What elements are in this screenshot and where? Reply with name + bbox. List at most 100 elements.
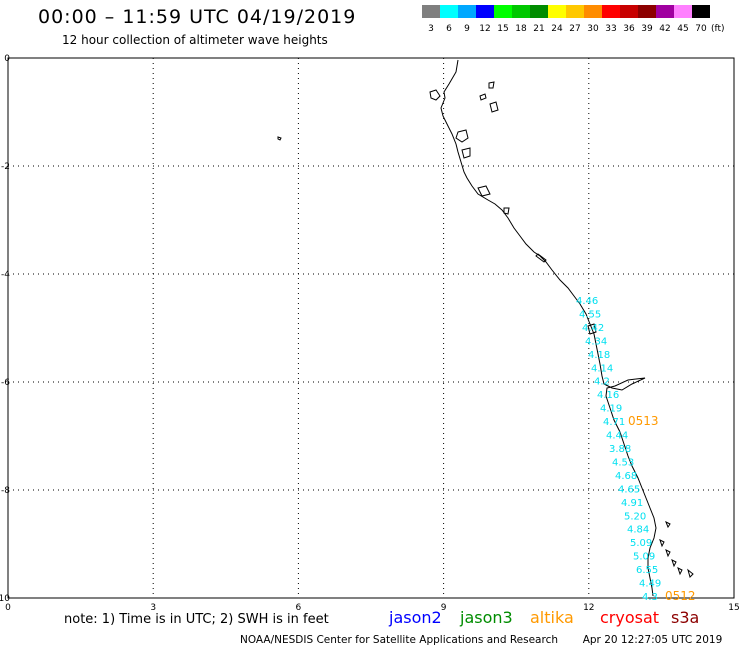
coastline-island	[665, 549, 671, 558]
x-tick-label: 9	[441, 603, 447, 613]
footer: NOAA/NESDIS Center for Satellite Applica…	[240, 634, 722, 646]
legend-swatch	[422, 5, 440, 18]
y-tick-label: -4	[1, 270, 10, 280]
satellite-label-cryosat: cryosat	[600, 608, 660, 627]
map-grid	[7, 57, 735, 599]
legend-label: 12	[479, 24, 490, 34]
x-tick-label: 6	[296, 603, 302, 613]
coastline-island	[503, 207, 510, 215]
satellite-label-jason3: jason3	[460, 608, 513, 627]
legend-swatch	[602, 5, 620, 18]
page-title: 00:00 – 11:59 UTC 04/19/2019	[38, 6, 357, 28]
coastline-island	[587, 323, 597, 335]
coastline-island	[429, 89, 441, 101]
coastline-island	[488, 81, 495, 89]
wave-height-label: 4.34	[585, 336, 607, 347]
coastline-island	[687, 568, 694, 578]
page-subtitle: 12 hour collection of altimeter wave hei…	[62, 33, 328, 47]
footer-credit: NOAA/NESDIS Center for Satellite Applica…	[240, 634, 558, 646]
wave-height-label: 5.20	[624, 511, 646, 522]
footnote: note: 1) Time is in UTC; 2) SWH is in fe…	[64, 612, 329, 627]
y-tick-label: -8	[1, 486, 10, 496]
coastline-island	[489, 101, 499, 113]
legend-label: 6	[446, 24, 452, 34]
coastline-island	[479, 93, 487, 101]
wave-height-label: 4.65	[618, 484, 640, 495]
coastline-island	[277, 136, 282, 141]
legend-label: 39	[641, 24, 653, 34]
legend-swatch	[458, 5, 476, 18]
legend-label: 42	[659, 24, 670, 34]
map-frame	[7, 57, 735, 599]
legend-swatch	[656, 5, 674, 18]
legend-swatch	[530, 5, 548, 18]
wave-height-label: 5.09	[630, 538, 652, 549]
pass-time-label: 0513	[628, 414, 659, 428]
y-tick-label: -6	[1, 378, 10, 388]
coastline-mainland	[440, 59, 657, 597]
wave-height-label: 3.88	[609, 444, 631, 455]
x-tick-label: 3	[150, 603, 156, 613]
pass-time-label: 0512	[665, 589, 696, 603]
coastline-island	[461, 147, 471, 159]
y-tick-label: 0	[4, 54, 10, 64]
legend-unit: (ft)	[711, 24, 725, 34]
coastline-island	[671, 559, 677, 568]
y-tick-label: -10	[0, 594, 10, 604]
wave-height-label: 4.42	[582, 323, 604, 334]
legend-label: 30	[587, 24, 599, 34]
legend-swatch	[512, 5, 530, 18]
coastline-island	[665, 520, 671, 529]
legend-swatch	[494, 5, 512, 18]
wave-height-label: 5.09	[633, 552, 655, 563]
satellite-label-s3a: s3a	[671, 608, 700, 627]
legend-swatch	[440, 5, 458, 18]
x-tick-label: 15	[728, 603, 739, 613]
map-axes: 0 3 6 9 12 15 0 -2 -4 -6 -8 -10	[0, 54, 740, 613]
wave-height-label: 4.3	[642, 592, 658, 603]
x-tick-label: 0	[5, 603, 11, 613]
coastline-island	[535, 253, 547, 263]
legend-swatch	[674, 5, 692, 18]
legend-swatch	[620, 5, 638, 18]
x-tick-label: 12	[583, 603, 594, 613]
legend-label: 36	[623, 24, 635, 34]
wave-height-label: 4.46	[576, 296, 598, 307]
wave-height-label: 4.71	[603, 417, 625, 428]
wave-height-label: 4.49	[639, 579, 661, 590]
wave-height-label: 4.19	[600, 404, 622, 415]
wave-height-label: 4.55	[579, 309, 601, 320]
wave-height-label: 4.68	[615, 471, 637, 482]
wave-height-label: 4.2	[594, 377, 610, 388]
legend-swatch	[584, 5, 602, 18]
coastline-island	[477, 185, 491, 197]
wave-height-label: 4.44	[606, 431, 628, 442]
wave-height-label: 4.18	[588, 350, 610, 361]
y-tick-label: -2	[1, 162, 10, 172]
legend-label: 33	[605, 24, 616, 34]
coastline-island	[659, 539, 665, 548]
legend-swatch	[566, 5, 584, 18]
wave-height-legend: 3 6 9 12 15 18 21 24 27 30 33 36 39 42 45 70 (ft)	[422, 5, 725, 34]
footer-timestamp: Apr 20 12:27:05 UTC 2019	[582, 634, 723, 646]
wave-height-label: 4.91	[621, 498, 643, 509]
legend-swatch	[692, 5, 710, 18]
legend-label: 9	[464, 24, 470, 34]
legend-label: 21	[533, 24, 544, 34]
legend-label: 15	[497, 24, 508, 34]
legend-label: 45	[677, 24, 688, 34]
wave-height-label: 4.84	[627, 525, 649, 536]
legend-swatch	[548, 5, 566, 18]
wave-height-label: 4.53	[612, 457, 634, 468]
legend-label: 70	[695, 24, 707, 34]
coastline	[277, 59, 694, 597]
legend-label: 3	[428, 24, 434, 34]
satellite-label-jason2: jason2	[389, 608, 442, 627]
wave-height-label: 6.55	[636, 565, 658, 576]
legend-swatch	[476, 5, 494, 18]
legend-label: 27	[569, 24, 580, 34]
legend-swatch	[638, 5, 656, 18]
coastline-island	[677, 567, 683, 576]
wave-height-label: 4.14	[591, 363, 613, 374]
